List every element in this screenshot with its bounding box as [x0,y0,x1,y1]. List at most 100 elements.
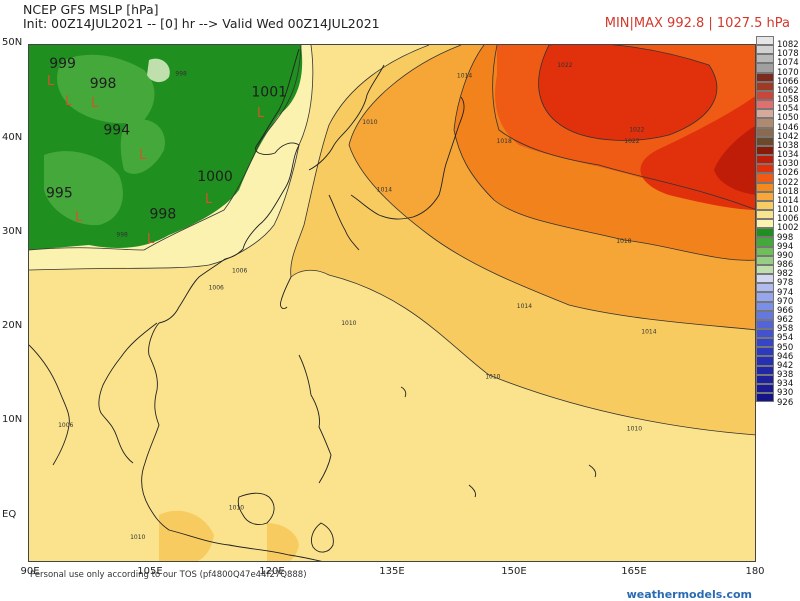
colorbar-swatch [756,292,774,302]
lat-label-eq: EQ [2,509,17,520]
contour-label: 1010 [362,119,377,126]
colorbar-swatch [756,100,774,110]
contour-label: 1022 [557,62,572,69]
mslp-map-svg: 995 999 998 1001 994 1000 995 998 L L L … [29,45,755,561]
pressure-label: 998 [150,206,177,222]
colorbar-level-label: 962 [777,315,794,326]
colorbar-swatch [756,200,774,210]
contour-label: 1014 [377,187,392,194]
colorbar-level-label: 1058 [777,95,799,106]
low-marker: L [205,192,213,207]
colorbar-level-label: 966 [777,305,794,316]
low-marker: L [65,94,73,109]
watermark-link[interactable]: weathermodels.com [626,588,752,601]
colorbar-swatch [756,237,774,247]
lat-label-10n: 10N [2,414,23,425]
map-title: NCEP GFS MSLP [hPa] [23,2,159,17]
colorbar-swatch [756,274,774,284]
pressure-label: 1000 [197,169,233,185]
low-marker: L [147,232,155,247]
colorbar-swatch [756,383,774,394]
pressure-label: 999 [49,56,76,72]
lon-label-90e: 90E [20,566,40,577]
pressure-label: 994 [103,123,130,139]
contour-label: 1010 [229,505,244,512]
colorbar-swatch [756,209,774,220]
colorbar-level-label: 1046 [777,122,799,133]
colorbar-swatch [756,63,774,73]
colorbar-level-label: 958 [777,324,794,335]
contour-label: 1022 [629,127,644,134]
pressure-label: 995 [46,185,73,201]
colorbar-swatch [756,255,774,265]
low-marker: L [257,106,265,121]
colorbar-level-label: 970 [777,296,794,307]
pressure-label: 998 [90,76,117,92]
pressure-labels: 995 999 998 1001 994 1000 995 998 [46,56,287,222]
colorbar-level-label: 1010 [777,205,799,216]
colorbar-level-label: 1074 [777,58,799,69]
colorbar-level-label: 930 [777,388,794,399]
colorbar-swatch [756,301,774,311]
contour-label: 998 [116,231,128,238]
colorbar-level-label: 986 [777,260,794,271]
low-marker: L [91,96,99,111]
colorbar-swatch [756,109,774,119]
colorbar-swatch [756,145,774,156]
colorbar-swatch [756,356,774,366]
lat-label-30n: 30N [2,226,23,237]
contour-label: 1010 [341,320,356,327]
colorbar-swatch [756,338,774,348]
colorbar-level-label: 1002 [777,223,799,234]
lon-label-105e: 105E [137,566,163,577]
mslp-map[interactable]: 995 999 998 1001 994 1000 995 998 L L L … [28,44,756,562]
colorbar-level-label: 1034 [777,150,799,161]
contour-label: 1022 [624,138,639,145]
colorbar-level-label: 950 [777,342,794,353]
field-1026 [538,45,755,210]
contour-label: 998 [175,71,187,78]
colorbar-level-label: 1066 [777,76,799,87]
lon-label-135e: 135E [379,566,405,577]
colorbar-level-label: 1030 [777,159,799,170]
colorbar-swatch [756,264,774,275]
lon-label-120e: 120E [259,566,285,577]
colorbar-swatch [756,54,774,64]
colorbar-level-label: 946 [777,351,794,362]
colorbar-swatch [756,374,774,384]
contour-label: 1006 [58,422,73,429]
colorbar-swatch [756,81,774,91]
colorbar-level-label: 934 [777,379,794,390]
colorbar-level-label: 1018 [777,186,799,197]
colorbar-swatch [756,36,774,46]
contour-label: 1014 [517,303,532,310]
init-valid-time: Init: 00Z14JUL2021 -- [0] hr --> Valid W… [23,16,380,31]
colorbar-level-label: 1054 [777,104,799,115]
low-marker: L [47,74,55,89]
colorbar-swatch [756,72,774,82]
colorbar-swatch [756,164,774,174]
low-markers: L L L L L L L L [47,74,265,247]
lon-label-150e: 150E [501,566,527,577]
contour-label: 1018 [497,138,512,145]
contour-label: 1010 [130,534,145,541]
contour-label: 1006 [209,285,224,292]
colorbar-level-label: 1038 [777,140,799,151]
contour-labels: 998 1014 1022 1010 1018 1022 1022 1014 9… [58,62,657,541]
colorbar-level-label: 974 [777,287,794,298]
colorbar-level-label: 990 [777,250,794,261]
low-marker: L [75,210,83,225]
lat-label-20n: 20N [2,320,23,331]
colorbar-level-label: 938 [777,370,794,381]
colorbar-swatch [756,191,774,201]
colorbar-level-label: 1050 [777,113,799,124]
coastlines [29,48,597,561]
lon-label-180: 180 [745,566,765,577]
colorbar-level-label: 1082 [777,40,799,50]
colorbar-level-label: 926 [777,397,794,408]
contour-label: 1010 [627,426,642,433]
tos-disclaimer: Personal use only according to our TOS (… [30,570,307,580]
colorbar-swatch [756,136,774,146]
contour-label: 1018 [616,238,631,245]
colorbar-level-label: 994 [777,241,794,252]
